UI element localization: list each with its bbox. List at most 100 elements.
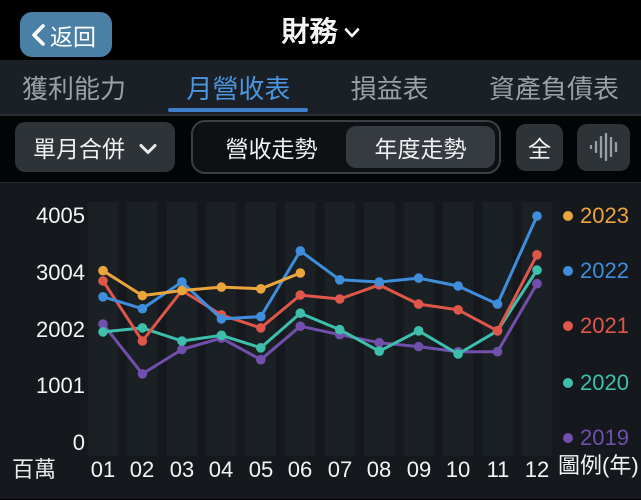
page-title: 財務 [281, 16, 338, 47]
data-point-2022-04 [216, 314, 227, 324]
month-band [521, 202, 553, 456]
tab-balance-sheet[interactable]: 資產負債表 [475, 60, 633, 114]
series-line-2020 [102, 269, 539, 356]
x-axis-label: 11 [486, 457, 510, 482]
y-axis-label: 4005 [36, 203, 85, 228]
data-point-2022-11 [492, 299, 503, 309]
legend-item-2023: 2023 [563, 203, 629, 229]
data-point-2021-11 [492, 326, 503, 336]
legend-dot [563, 266, 573, 276]
data-point-2020-06 [295, 308, 306, 318]
chart: 0 1001 2002 3004 4005 01 02 03 04 05 06 07 08 09 10 11 1… [0, 183, 641, 499]
legend-year-label: 2023 [580, 203, 629, 228]
back-label: 返回 [50, 23, 96, 50]
data-point-2022-03 [177, 277, 187, 287]
show-all-button[interactable]: 全 [516, 123, 563, 171]
legend-year-label: 2020 [580, 370, 629, 395]
data-point-2020-10 [453, 349, 463, 359]
data-point-2020-08 [374, 346, 385, 356]
data-point-2022-01 [98, 292, 108, 302]
data-point-2022-07 [334, 275, 345, 285]
data-point-2019-09 [413, 341, 424, 352]
data-point-2019-01 [98, 319, 108, 329]
period-dropdown[interactable]: 單月合併 [15, 122, 175, 172]
data-point-2020-04 [216, 330, 227, 341]
x-axis-label: 12 [524, 457, 550, 482]
x-axis-label: 10 [445, 457, 471, 482]
legend-year-label: 2019 [580, 425, 629, 450]
data-point-2022-10 [453, 281, 463, 291]
segment-revenue-trend[interactable]: 營收走勢 [197, 126, 346, 168]
data-point-2021-02 [137, 336, 148, 346]
chart-plot[interactable] [0, 183, 641, 499]
month-band [206, 202, 237, 456]
data-point-2021-12 [532, 250, 542, 260]
tab-label: 損益表 [350, 73, 429, 104]
x-axis-label: 01 [90, 457, 116, 482]
legend-year-label: 2022 [580, 258, 629, 283]
legend-dot [563, 378, 573, 388]
data-point-2022-12 [532, 211, 542, 221]
data-point-2021-06 [295, 290, 306, 300]
legend-dot [563, 321, 573, 331]
period-dropdown-label: 單月合併 [33, 136, 125, 162]
data-point-2021-09 [413, 299, 424, 309]
data-point-2020-07 [334, 324, 345, 335]
data-point-2022-09 [413, 273, 424, 283]
y-axis-label: 0 [72, 430, 85, 455]
data-point-2022-08 [374, 277, 385, 287]
back-button[interactable]: 返回 [20, 12, 112, 57]
waveform-icon [587, 132, 621, 162]
data-point-2019-08 [374, 337, 385, 348]
data-point-2021-10 [453, 305, 463, 315]
tab-income-statement[interactable]: 損益表 [337, 60, 443, 114]
data-point-2023-04 [216, 282, 227, 292]
legend-dot [563, 211, 573, 221]
segment-label: 年度走勢 [374, 136, 467, 162]
data-point-2021-05 [255, 323, 266, 333]
tab-label: 獲利能力 [22, 73, 127, 104]
data-point-2022-05 [255, 311, 266, 322]
data-point-2019-05 [255, 354, 266, 365]
data-point-2020-05 [255, 343, 266, 353]
series-line-2023 [102, 269, 301, 298]
waveform-button[interactable] [577, 123, 630, 171]
month-band [442, 202, 474, 456]
trend-segmented-control: 營收走勢 年度走勢 [191, 120, 501, 174]
show-all-label: 全 [528, 136, 551, 162]
segment-yearly-trend[interactable]: 年度走勢 [346, 126, 495, 168]
x-axis-label: 04 [208, 457, 234, 482]
data-point-2020-03 [177, 336, 187, 346]
data-point-2019-11 [492, 346, 503, 357]
data-point-2019-02 [137, 369, 148, 379]
data-point-2021-07 [334, 294, 345, 304]
data-point-2022-06 [295, 246, 306, 256]
data-point-2021-01 [98, 276, 108, 286]
title-chevron-down-icon [344, 28, 360, 38]
y-axis-unit-label: 百萬 [12, 457, 57, 482]
section-tab-bar: 獲利能力 月營收表 損益表 資產負債表 [0, 60, 641, 116]
y-axis-label: 1001 [36, 373, 85, 398]
back-chevron-icon [30, 23, 46, 47]
x-axis-label: 05 [248, 457, 274, 482]
y-axis-label: 3004 [36, 260, 85, 285]
data-point-2020-12 [532, 265, 542, 275]
tab-label: 月營收表 [186, 73, 291, 104]
legend-title: 圖例(年) [558, 453, 639, 478]
segment-label: 營收走勢 [225, 136, 318, 162]
series-line-2021 [101, 254, 539, 343]
tab-profitability[interactable]: 獲利能力 [8, 60, 140, 114]
y-axis-label: 2002 [36, 317, 85, 342]
page-title-dropdown[interactable]: 財務 [0, 0, 641, 60]
data-point-2023-06 [295, 268, 306, 278]
data-point-2020-09 [413, 326, 424, 336]
x-axis-label: 07 [327, 457, 353, 482]
x-axis-label: 09 [406, 457, 432, 482]
legend-year-label: 2021 [580, 313, 629, 338]
x-axis-label: 08 [366, 457, 392, 482]
chevron-down-icon [139, 143, 157, 155]
tab-monthly-revenue[interactable]: 月營收表 [168, 60, 309, 114]
data-point-2023-01 [98, 265, 108, 276]
legend-item-2019: 2019 [563, 425, 629, 451]
month-band [166, 202, 198, 456]
